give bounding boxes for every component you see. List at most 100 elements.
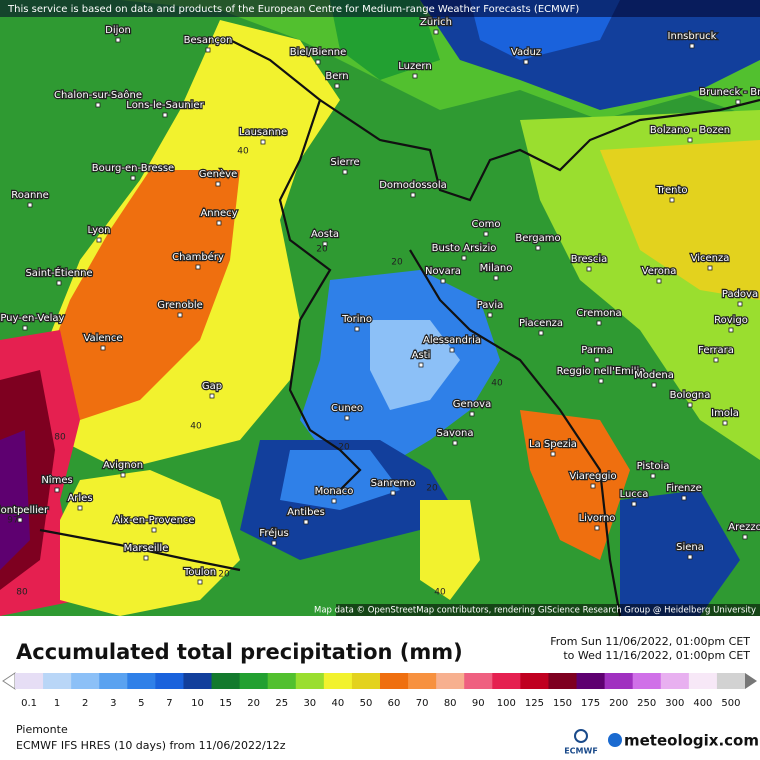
city-dot	[631, 501, 637, 507]
banner-text: This service is based on data and produc…	[7, 4, 579, 15]
city-label: Pavia	[477, 300, 504, 311]
brand: meteologix.com	[624, 732, 759, 750]
city-label: Asti	[412, 350, 431, 361]
city-label: Bergamo	[515, 233, 560, 244]
city-label: Modena	[634, 370, 674, 381]
legend-tick-label: 10	[191, 698, 204, 709]
legend-tick-label: 2	[82, 698, 88, 709]
legend-tick-label: 400	[693, 698, 712, 709]
legend-swatch	[408, 673, 437, 689]
city-dot	[177, 312, 183, 318]
city-dot	[260, 139, 266, 145]
city-label: Domodossola	[379, 180, 447, 191]
city-label: Trento	[655, 185, 687, 196]
legend-swatch	[632, 673, 662, 689]
borders	[39, 39, 760, 617]
city-dot	[162, 112, 168, 118]
city-dot	[315, 59, 321, 65]
legend-swatch	[99, 673, 128, 689]
city-dot	[461, 255, 467, 261]
city-label: Dijon	[105, 25, 131, 36]
city-label: Novara	[425, 266, 461, 277]
city-dot	[650, 473, 656, 479]
legend-tick-label: 80	[444, 698, 457, 709]
city-label: Lons-le-Saunier	[126, 100, 204, 111]
city-dot	[440, 278, 446, 284]
city-dot	[651, 382, 657, 388]
contour-label: 40	[491, 379, 503, 389]
contour-label: 20	[338, 443, 350, 453]
legend-swatch	[520, 673, 549, 689]
city-dot	[95, 102, 101, 108]
city-dot	[538, 330, 544, 336]
city-dot	[418, 362, 424, 368]
city-label: Bruneck - Bruni	[699, 87, 760, 98]
legend-swatch	[183, 673, 213, 689]
city-label: Lyon	[87, 225, 110, 236]
city-dot	[334, 83, 340, 89]
contour-label: 40	[237, 147, 249, 157]
city-label: Genova	[453, 399, 491, 410]
city-dot	[487, 312, 493, 318]
city-dot	[151, 527, 157, 533]
title: Accumulated total precipitation (mm)	[16, 640, 463, 664]
city-dot	[216, 220, 222, 226]
city-dot	[195, 264, 201, 270]
city-label: Monaco	[315, 486, 354, 497]
city-label: Avignon	[103, 460, 143, 471]
city-label: Imola	[711, 408, 739, 419]
city-label: Viareggio	[569, 471, 616, 482]
city-dot	[452, 440, 458, 446]
city-dot	[594, 357, 600, 363]
city-dot	[707, 265, 713, 271]
city-dot	[669, 197, 675, 203]
city-label: Torino	[341, 314, 372, 325]
city-label: La Spezia	[529, 439, 577, 450]
legend-tick-label: 60	[388, 698, 401, 709]
city-label: Toulon	[183, 567, 216, 578]
legend-swatch	[464, 673, 493, 689]
banner-bar	[0, 0, 760, 17]
city-label: Parma	[581, 345, 613, 356]
city-label: Nîmes	[41, 474, 72, 486]
city-dot	[197, 579, 203, 585]
city-dot	[100, 345, 106, 351]
legend-swatch	[71, 673, 100, 689]
legend-swatch	[323, 673, 353, 689]
legend-swatch	[716, 673, 746, 689]
legend-tick-label: 125	[525, 698, 544, 709]
city-dot	[303, 519, 309, 525]
city-label: Livorno	[579, 513, 616, 524]
city-dot	[594, 525, 600, 531]
legend-tick-label: 90	[472, 698, 485, 709]
city-label: Sanremo	[371, 478, 416, 489]
legend-swatch	[267, 673, 297, 689]
legend-tick-label: 300	[665, 698, 684, 709]
city-dot	[120, 472, 126, 478]
legend-tick-label: 150	[553, 698, 572, 709]
city-layer: Dijon Besançon Biel/Bienne Bern Zürich Vaduz I…	[0, 16, 760, 598]
city-label: Firenze	[666, 483, 702, 494]
city-dot	[205, 47, 211, 53]
city-dot	[523, 59, 529, 65]
legend-swatch	[688, 673, 718, 689]
city-label: Montpellier	[0, 505, 49, 516]
city-dot	[493, 275, 499, 281]
legend-tick-label: 5	[138, 698, 144, 709]
city-label: Besançon	[184, 35, 233, 46]
legend-arrow-right	[745, 673, 757, 689]
city-label: Genève	[199, 168, 237, 180]
city-dot	[27, 202, 33, 208]
city-dot	[722, 420, 728, 426]
city-dot	[130, 175, 136, 181]
city-label: Gap	[202, 381, 222, 392]
legend: 0.1 1 2 3 5 7 10 15 20 25 30 40 50 60 70 80 90 100 125 150 1…	[2, 672, 757, 709]
attribution: Map data © OpenStreetMap contributors, r…	[314, 606, 756, 616]
city-label: Busto Arsizio	[432, 243, 497, 254]
city-dot	[735, 99, 741, 105]
legend-tick-label: 7	[166, 698, 172, 709]
city-label: Aosta	[311, 229, 339, 240]
model-run: ECMWF IFS HRES (10 days) from 11/06/2022…	[16, 739, 286, 752]
city-label: Como	[472, 219, 501, 230]
city-label: Milano	[480, 263, 513, 274]
